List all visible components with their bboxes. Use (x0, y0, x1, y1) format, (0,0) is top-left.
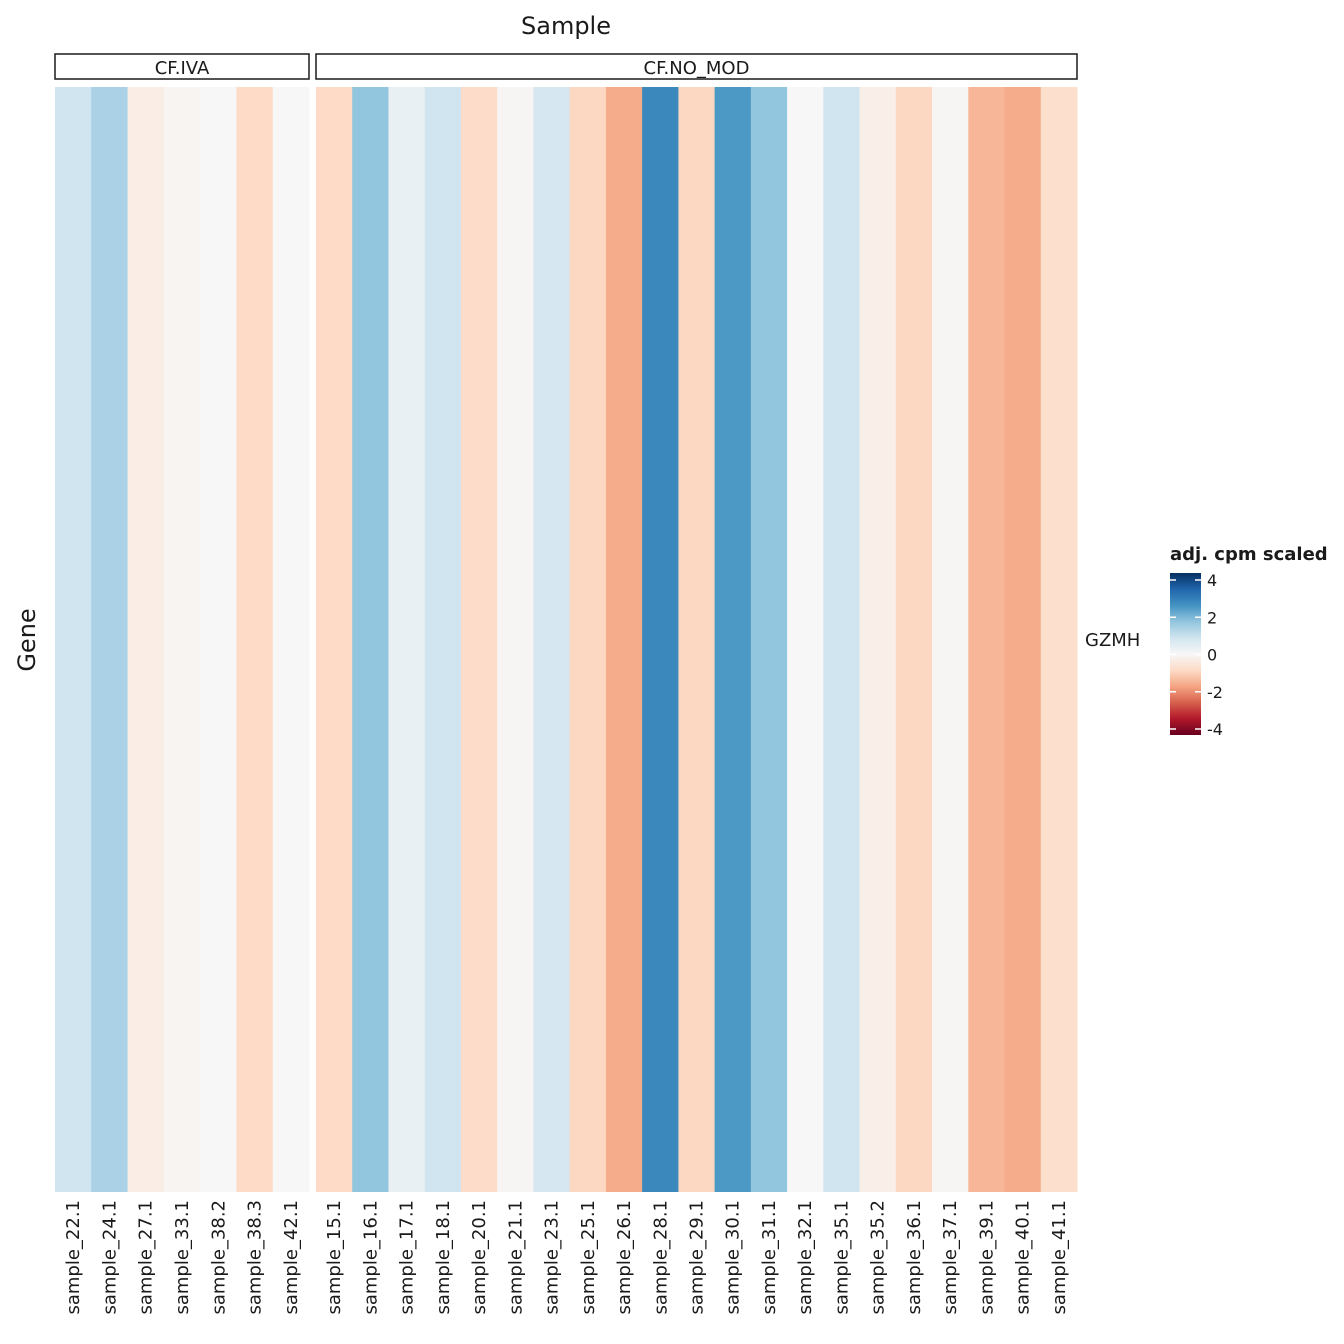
heatmap-cell (424, 87, 462, 1192)
heatmap-cell (859, 87, 897, 1192)
x-tick-label: sample_35.2 (868, 1200, 889, 1315)
x-tick-label: sample_40.1 (1013, 1200, 1034, 1315)
x-tick-label: sample_24.1 (99, 1200, 120, 1315)
x-tick-label: sample_25.1 (578, 1200, 599, 1315)
x-tick-label: sample_33.1 (172, 1200, 193, 1315)
heatmap-cell (605, 87, 643, 1192)
heatmap-cell (127, 87, 165, 1192)
heatmap-cell (968, 87, 1006, 1192)
x-tick-label: sample_31.1 (759, 1200, 780, 1315)
heatmap-cell (200, 87, 237, 1192)
x-tick-label: sample_18.1 (433, 1200, 454, 1315)
heatmap-cell (714, 87, 752, 1192)
y-axis-label: Gene (13, 608, 41, 671)
x-tick-label: sample_16.1 (360, 1200, 381, 1315)
x-tick-label: sample_29.1 (687, 1200, 708, 1315)
row-label: GZMH (1085, 630, 1140, 651)
x-tick-label: sample_28.1 (650, 1200, 671, 1315)
heatmap-cell (1004, 87, 1042, 1192)
heatmap-cell (569, 87, 607, 1192)
heatmap-cell (642, 87, 679, 1192)
legend-tick-label: -4 (1207, 720, 1223, 739)
x-tick-label: sample_17.1 (397, 1200, 418, 1315)
legend-title: adj. cpm scaled (1170, 544, 1328, 565)
heatmap-cell (787, 87, 824, 1192)
legend-tick-label: 4 (1207, 571, 1217, 590)
heatmap-cell (932, 87, 969, 1192)
facet-label: CF.NO_MOD (644, 58, 750, 79)
x-tick-label: sample_22.1 (63, 1200, 84, 1315)
heatmap-cell (497, 87, 534, 1192)
x-tick-label: sample_35.1 (831, 1200, 852, 1315)
x-tick-label: sample_41.1 (1049, 1200, 1070, 1315)
x-tick-label: sample_38.3 (245, 1200, 266, 1315)
x-tick-label: sample_26.1 (614, 1200, 635, 1315)
x-tick-label: sample_30.1 (723, 1200, 744, 1315)
x-tick-label: sample_37.1 (940, 1200, 961, 1315)
x-tick-label: sample_42.1 (281, 1200, 302, 1315)
x-tick-label: sample_36.1 (904, 1200, 925, 1315)
heatmap-cell (352, 87, 389, 1192)
heatmap-cell (895, 87, 933, 1192)
heatmap-cell (460, 87, 498, 1192)
x-tick-label: sample_32.1 (795, 1200, 816, 1315)
heatmap-cell (823, 87, 861, 1192)
facet-label: CF.IVA (155, 58, 210, 79)
x-tick-label: sample_23.1 (542, 1200, 563, 1315)
heatmap-cell (678, 87, 716, 1192)
heatmap-cell (163, 87, 201, 1192)
x-tick-label: sample_21.1 (505, 1200, 526, 1315)
heatmap-cell (272, 87, 310, 1192)
x-tick-label: sample_20.1 (469, 1200, 490, 1315)
heatmap-cell (750, 87, 788, 1192)
facet-strip (315, 53, 1078, 80)
legend-tick-label: 0 (1207, 646, 1217, 665)
heatmap-cell (1040, 87, 1078, 1192)
heatmap-cell (388, 87, 426, 1192)
x-tick-label: sample_27.1 (136, 1200, 157, 1315)
x-tick-label: sample_39.1 (976, 1200, 997, 1315)
x-tick-label: sample_15.1 (324, 1200, 345, 1315)
heatmap-cell (316, 87, 353, 1192)
x-tick-label: sample_38.2 (208, 1200, 229, 1315)
legend-tick-label: 2 (1207, 608, 1217, 627)
heatmap-cell (236, 87, 274, 1192)
chart-title: Sample (521, 12, 611, 40)
facet-strip (54, 53, 310, 80)
legend-tick-label: -2 (1207, 683, 1223, 702)
heatmap-cell (91, 87, 129, 1192)
heatmap-cell (55, 87, 92, 1192)
heatmap-cell (533, 87, 571, 1192)
